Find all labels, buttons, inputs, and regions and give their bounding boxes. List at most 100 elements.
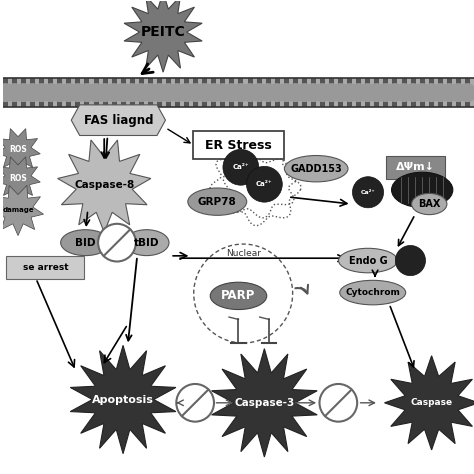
- Circle shape: [259, 83, 278, 102]
- Polygon shape: [124, 0, 202, 72]
- Circle shape: [204, 83, 223, 102]
- Circle shape: [105, 83, 124, 102]
- Bar: [438, 78, 443, 108]
- Circle shape: [23, 83, 42, 102]
- Circle shape: [41, 83, 60, 102]
- Ellipse shape: [210, 282, 267, 310]
- Circle shape: [246, 166, 283, 202]
- Bar: [192, 131, 284, 159]
- Bar: [447, 78, 452, 108]
- Bar: [66, 78, 72, 108]
- Polygon shape: [211, 349, 317, 457]
- Bar: [84, 78, 90, 108]
- Circle shape: [313, 83, 332, 102]
- Circle shape: [331, 83, 350, 102]
- Circle shape: [98, 224, 136, 262]
- Bar: [112, 78, 117, 108]
- Circle shape: [32, 83, 51, 102]
- Text: GADD153: GADD153: [290, 164, 342, 173]
- Circle shape: [322, 83, 341, 102]
- Text: PEITC: PEITC: [141, 25, 185, 39]
- Text: FAS liagnd: FAS liagnd: [83, 114, 153, 127]
- Bar: [184, 78, 189, 108]
- Circle shape: [458, 83, 474, 102]
- Text: ROS: ROS: [9, 146, 27, 155]
- Text: damage: damage: [2, 207, 34, 213]
- Bar: [338, 78, 343, 108]
- Text: BID: BID: [75, 237, 96, 247]
- Bar: [148, 78, 153, 108]
- Bar: [386, 156, 445, 179]
- Circle shape: [5, 83, 24, 102]
- Bar: [410, 78, 416, 108]
- Text: Ca²⁺: Ca²⁺: [361, 190, 375, 195]
- Circle shape: [194, 244, 292, 343]
- Bar: [265, 78, 271, 108]
- Bar: [220, 78, 225, 108]
- Bar: [211, 78, 216, 108]
- Bar: [3, 78, 8, 108]
- Bar: [428, 78, 434, 108]
- Circle shape: [277, 83, 296, 102]
- Ellipse shape: [124, 230, 169, 255]
- Circle shape: [223, 149, 259, 185]
- Circle shape: [319, 384, 357, 422]
- Bar: [48, 78, 53, 108]
- Bar: [166, 78, 171, 108]
- Text: ER Stress: ER Stress: [205, 138, 272, 152]
- Bar: [347, 78, 352, 108]
- Circle shape: [403, 83, 422, 102]
- Ellipse shape: [61, 230, 110, 255]
- Circle shape: [395, 246, 426, 275]
- Bar: [401, 78, 407, 108]
- Bar: [365, 78, 370, 108]
- Text: Cytochrom: Cytochrom: [345, 288, 400, 297]
- Polygon shape: [384, 356, 474, 450]
- Text: Apoptosis: Apoptosis: [92, 394, 154, 404]
- Circle shape: [59, 83, 78, 102]
- Circle shape: [0, 83, 15, 102]
- Bar: [30, 78, 35, 108]
- Bar: [284, 78, 289, 108]
- Polygon shape: [70, 346, 176, 454]
- Text: GRP78: GRP78: [198, 197, 237, 207]
- Circle shape: [186, 83, 205, 102]
- Bar: [121, 78, 126, 108]
- Circle shape: [295, 83, 314, 102]
- Circle shape: [195, 83, 214, 102]
- Circle shape: [249, 83, 269, 102]
- Circle shape: [394, 83, 413, 102]
- Circle shape: [213, 83, 232, 102]
- Bar: [256, 78, 262, 108]
- Circle shape: [268, 83, 287, 102]
- Bar: [3, 78, 474, 108]
- Circle shape: [231, 83, 250, 102]
- Text: se arrest: se arrest: [23, 263, 68, 272]
- Bar: [311, 78, 316, 108]
- Bar: [392, 78, 398, 108]
- Bar: [57, 78, 62, 108]
- Bar: [75, 78, 81, 108]
- Circle shape: [385, 83, 404, 102]
- Bar: [102, 78, 108, 108]
- Bar: [238, 78, 244, 108]
- Text: Endo G: Endo G: [349, 255, 387, 265]
- Circle shape: [168, 83, 187, 102]
- Polygon shape: [0, 128, 40, 173]
- Bar: [7, 256, 84, 279]
- Bar: [374, 78, 379, 108]
- Bar: [456, 78, 461, 108]
- Circle shape: [304, 83, 323, 102]
- Circle shape: [176, 384, 214, 422]
- Circle shape: [141, 83, 160, 102]
- Bar: [383, 78, 388, 108]
- Polygon shape: [0, 157, 40, 201]
- Circle shape: [86, 83, 106, 102]
- Bar: [293, 78, 298, 108]
- Circle shape: [349, 83, 368, 102]
- Circle shape: [431, 83, 450, 102]
- Circle shape: [367, 83, 386, 102]
- Circle shape: [177, 83, 196, 102]
- Circle shape: [222, 83, 241, 102]
- Circle shape: [240, 83, 259, 102]
